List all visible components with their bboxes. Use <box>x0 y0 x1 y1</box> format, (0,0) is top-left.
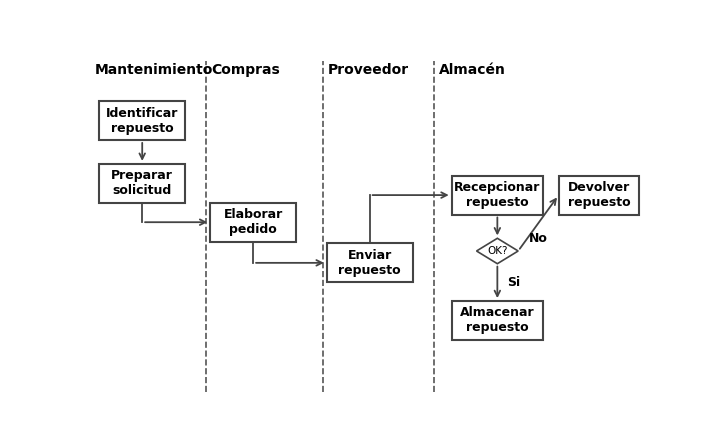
Bar <box>452 301 543 340</box>
Text: Proveedor: Proveedor <box>328 63 410 77</box>
Text: Almacén: Almacén <box>439 63 506 77</box>
Text: Identificar
repuesto: Identificar repuesto <box>106 106 178 135</box>
Text: Enviar
repuesto: Enviar repuesto <box>339 249 401 277</box>
Text: Recepcionar
repuesto: Recepcionar repuesto <box>454 181 541 209</box>
Bar <box>100 101 185 140</box>
Bar <box>452 176 543 215</box>
Text: Elaborar
pedido: Elaborar pedido <box>223 208 283 236</box>
Text: Almacenar
repuesto: Almacenar repuesto <box>460 306 535 334</box>
Text: Compras: Compras <box>212 63 281 77</box>
Text: Si: Si <box>508 276 521 289</box>
Text: Mantenimiento: Mantenimiento <box>95 63 213 77</box>
Bar <box>100 164 185 203</box>
Text: Devolver
repuesto: Devolver repuesto <box>568 181 630 209</box>
Text: Preparar
solicitud: Preparar solicitud <box>111 169 173 197</box>
Bar <box>211 203 296 242</box>
Text: No: No <box>529 232 548 245</box>
Bar <box>326 243 412 282</box>
Bar <box>558 176 639 215</box>
Polygon shape <box>477 238 518 264</box>
Text: OK?: OK? <box>487 246 508 256</box>
